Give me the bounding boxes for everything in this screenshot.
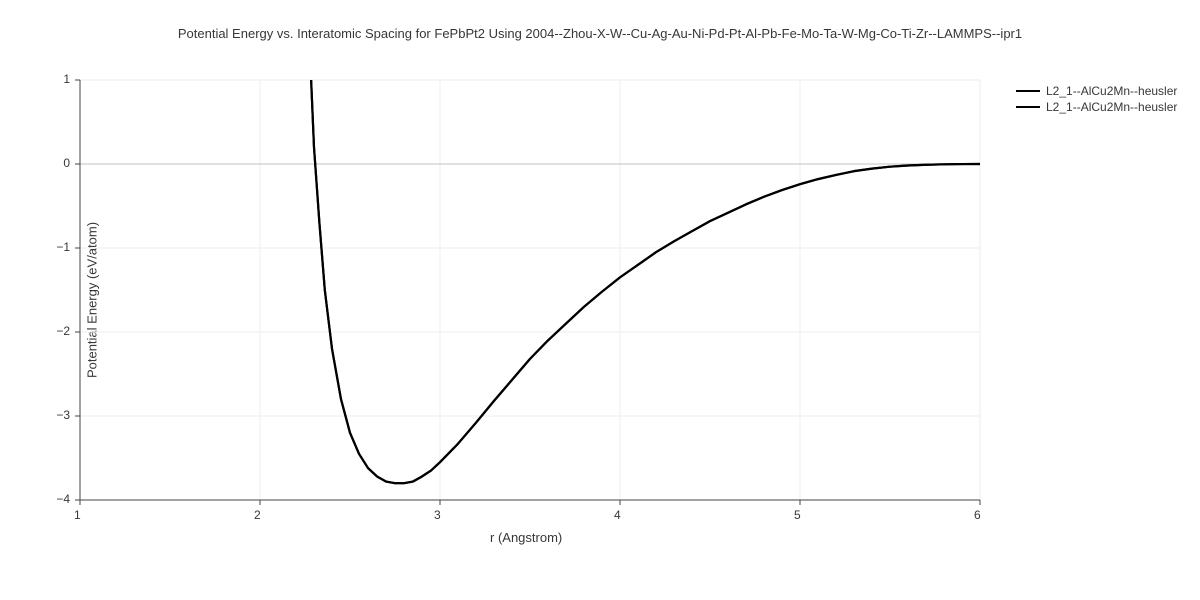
legend-swatch <box>1016 90 1040 92</box>
legend-label[interactable]: L2_1--AlCu2Mn--heusler <box>1046 100 1177 114</box>
x-tick-label: 4 <box>614 508 621 522</box>
y-tick-label: −4 <box>56 492 70 506</box>
x-tick-label: 3 <box>434 508 441 522</box>
y-tick-label: 0 <box>63 156 70 170</box>
x-tick-label: 5 <box>794 508 801 522</box>
y-tick-label: −1 <box>56 240 70 254</box>
legend-swatch <box>1016 106 1040 108</box>
x-tick-label: 2 <box>254 508 261 522</box>
y-tick-label: 1 <box>63 72 70 86</box>
legend-label[interactable]: L2_1--AlCu2Mn--heusler <box>1046 84 1177 98</box>
y-tick-label: −3 <box>56 408 70 422</box>
x-tick-label: 1 <box>74 508 81 522</box>
x-tick-label: 6 <box>974 508 981 522</box>
y-tick-label: −2 <box>56 324 70 338</box>
